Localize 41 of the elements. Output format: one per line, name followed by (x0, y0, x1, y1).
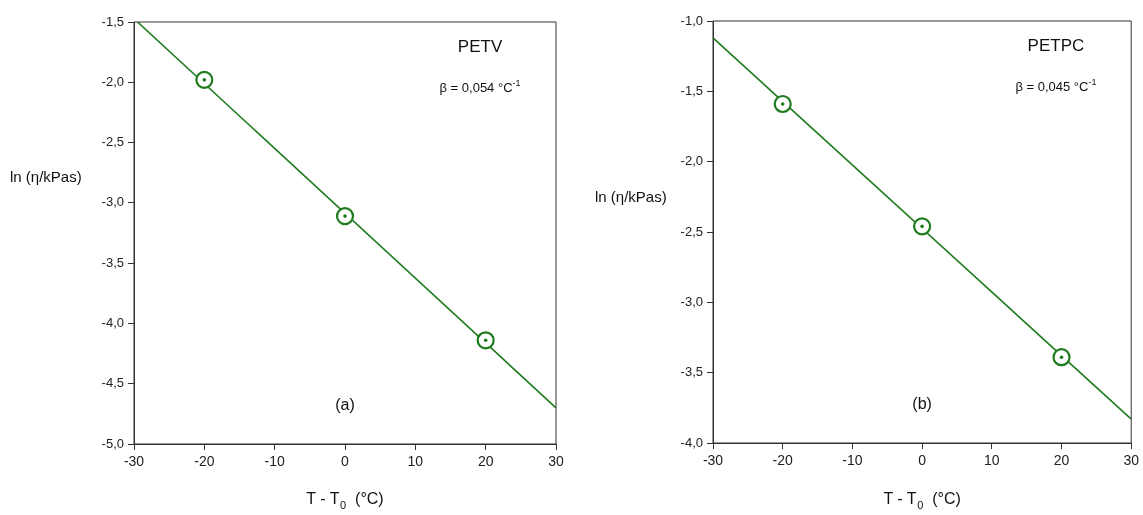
annotation: PETV (457, 37, 503, 57)
x-tick-label: 0 (918, 452, 927, 469)
y-axis-title: ln (η/kPas) (595, 188, 667, 206)
point (773, 94, 792, 114)
point (195, 70, 214, 89)
point (476, 331, 495, 350)
x-tick-label: 30 (1123, 452, 1140, 469)
x-tick-label: 20 (1053, 452, 1070, 469)
y-tick-label: -2,0 (680, 153, 703, 169)
y-tick-label: -3,5 (101, 254, 124, 270)
annotation: PETPC (1027, 36, 1085, 56)
y-tick-label: -1,5 (680, 82, 703, 98)
point (913, 217, 932, 236)
x-tick-label: 10 (407, 453, 424, 470)
y-axis-title: ln (η/kPas) (10, 168, 82, 186)
x-tick-label: -10 (842, 452, 863, 469)
y-tick-label: -3,5 (680, 364, 703, 380)
x-tick-label: 0 (341, 453, 350, 470)
annotation: (b) (912, 395, 932, 413)
x-tick-label: 20 (477, 453, 494, 470)
y-tick-label: -5,0 (101, 435, 124, 451)
y-tick-label: -3,0 (680, 293, 703, 309)
point (1052, 348, 1071, 367)
y-tick-label: -1,5 (101, 13, 124, 29)
x-tick-label: -30 (702, 452, 724, 469)
x-tick-label: 10 (984, 452, 1000, 469)
y-tick-label: -2,5 (101, 134, 124, 150)
y-tick-label: -4,0 (680, 434, 703, 450)
point (335, 207, 355, 226)
y-tick-label: -3,0 (101, 194, 124, 210)
x-tick-label: -20 (772, 452, 794, 469)
y-tick-label: -4,0 (101, 315, 124, 331)
x-tick-label: 30 (548, 453, 564, 470)
y-tick-label: -2,5 (680, 223, 703, 239)
x-tick-label: -20 (194, 453, 215, 470)
y-tick-label: -4,5 (101, 375, 124, 391)
y-tick-label: -2,0 (101, 73, 124, 89)
x-tick-label: -30 (123, 453, 145, 470)
x-tick-label: -10 (264, 453, 285, 470)
annotation: (a) (335, 396, 355, 414)
y-tick-label: -1,0 (680, 12, 703, 28)
